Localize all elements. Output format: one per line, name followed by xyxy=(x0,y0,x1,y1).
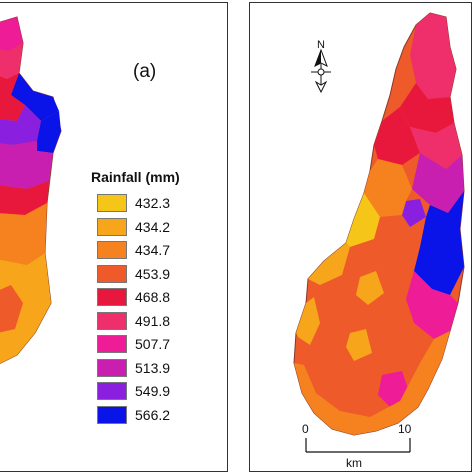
legend-swatch xyxy=(97,382,127,400)
rainfall-zone xyxy=(11,73,59,121)
legend-swatch xyxy=(97,217,127,236)
panel-label: (a) xyxy=(133,61,157,82)
legend-item: 513.9 xyxy=(97,358,217,383)
rainfall-zone xyxy=(0,17,23,51)
legend-item: 434.7 xyxy=(97,241,217,265)
legend-item: 566.2 xyxy=(97,405,217,430)
legend-swatch xyxy=(97,288,127,306)
rainfall-zone xyxy=(0,73,25,121)
legend-swatch xyxy=(97,241,127,259)
legend: 432.3 434.2 434.7 453.9 468.8 491.8 507.… xyxy=(97,194,217,429)
rainfall-zone xyxy=(0,43,23,79)
legend-swatch xyxy=(97,405,127,424)
legend-value: 453.9 xyxy=(135,265,171,282)
rainfall-zone xyxy=(410,123,462,169)
rainfall-zone xyxy=(37,111,61,153)
map-panel-a: (a) Rainfall (mm) 432.3 434.2 434.7 453.… xyxy=(0,2,228,472)
legend-value: 491.8 xyxy=(135,312,171,329)
rainfall-zone xyxy=(364,159,412,217)
rainfall-zone xyxy=(374,107,420,165)
legend-item: 468.8 xyxy=(97,288,217,312)
rainfall-zone xyxy=(0,181,49,215)
legend-item: 434.2 xyxy=(97,217,217,242)
legend-item: 491.8 xyxy=(97,311,217,336)
rainfall-zone xyxy=(406,271,458,339)
rainfall-zone xyxy=(0,253,51,364)
rainfall-zone xyxy=(296,297,320,345)
rainfall-zone xyxy=(402,199,426,227)
scale-start: 0 xyxy=(302,422,309,436)
rainfall-zone xyxy=(400,83,454,133)
rainfall-map-a xyxy=(0,16,62,365)
rainfall-zone xyxy=(414,191,464,295)
legend-title: Rainfall (mm) xyxy=(91,169,180,185)
rainfall-zone xyxy=(410,13,456,99)
map-panel-b xyxy=(249,2,472,472)
legend-item: 549.9 xyxy=(97,382,217,406)
rainfall-zone xyxy=(0,285,23,333)
scale-unit: km xyxy=(346,456,362,470)
legend-value: 432.3 xyxy=(135,195,171,211)
rainfall-zone xyxy=(356,271,384,305)
legend-value: 468.8 xyxy=(135,289,171,305)
legend-swatch xyxy=(97,335,127,353)
rainfall-zone xyxy=(0,141,53,189)
legend-swatch xyxy=(97,311,127,330)
rainfall-zone xyxy=(346,193,380,247)
legend-swatch xyxy=(97,264,127,283)
legend-swatch xyxy=(97,358,127,377)
scale-end: 10 xyxy=(398,422,412,436)
rainfall-zone xyxy=(0,203,47,265)
scale-bar-line xyxy=(305,438,411,453)
rainfall-zone xyxy=(294,331,450,435)
legend-item: 453.9 xyxy=(97,264,217,289)
legend-value: 434.2 xyxy=(135,218,171,235)
legend-value: 549.9 xyxy=(135,383,171,399)
legend-value: 434.7 xyxy=(135,242,171,258)
rainfall-zone xyxy=(0,105,41,145)
legend-swatch xyxy=(97,194,127,212)
legend-value: 507.7 xyxy=(135,336,171,352)
rainfall-zone xyxy=(412,153,464,213)
legend-value: 513.9 xyxy=(135,359,171,376)
legend-item: 507.7 xyxy=(97,335,217,359)
rainfall-zone xyxy=(308,243,350,285)
north-arrow-icon: N xyxy=(311,39,331,94)
north-letter: N xyxy=(317,39,325,51)
rainfall-map-b xyxy=(293,12,465,436)
legend-value: 566.2 xyxy=(135,406,171,423)
legend-item: 432.3 xyxy=(97,194,217,218)
rainfall-zone xyxy=(346,329,372,361)
